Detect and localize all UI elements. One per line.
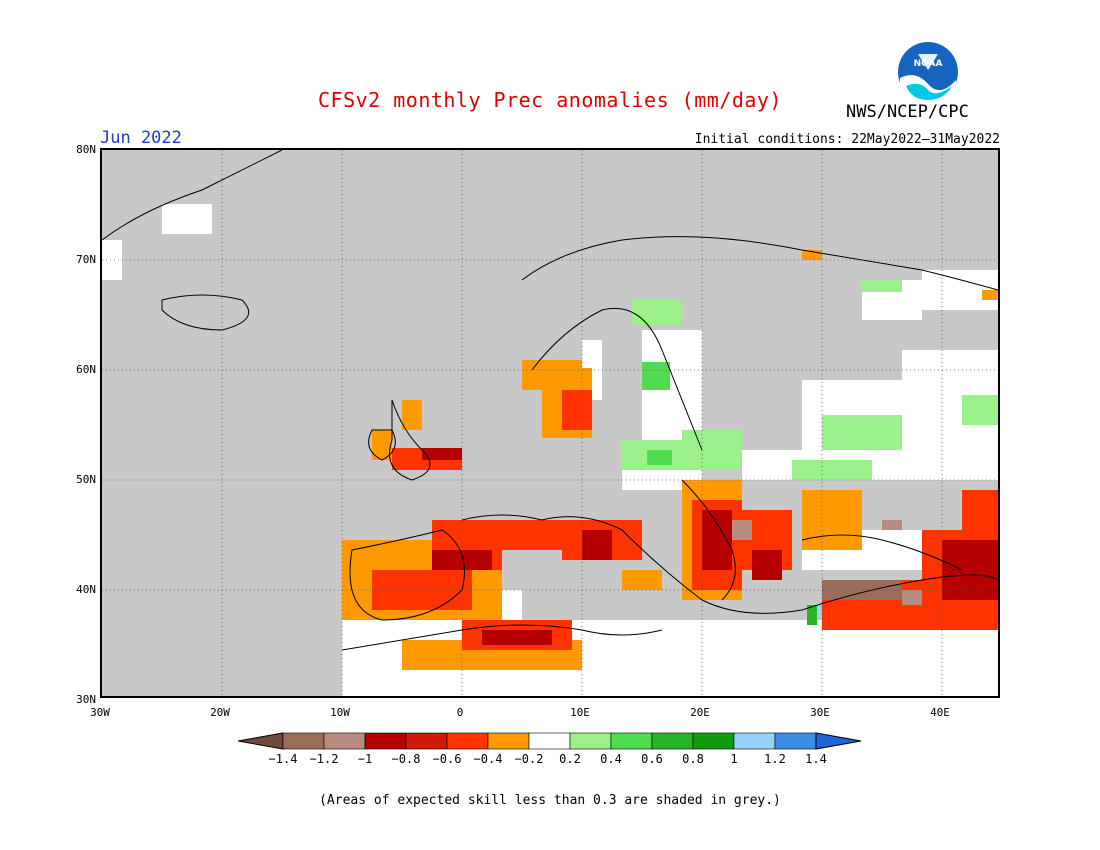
map-panel	[100, 148, 1000, 698]
colorbar-swatch	[487, 732, 530, 750]
colorbar-tick-label: −1	[357, 752, 373, 766]
colorbar	[237, 732, 862, 754]
colorbar-tick-label: 0.4	[600, 752, 622, 766]
noaa-logo-text: NOAA	[914, 59, 943, 69]
lat-label-80n: 80N	[76, 143, 96, 156]
colorbar-tick-label: −1.4	[268, 752, 298, 766]
lon-label-0: 0	[456, 706, 464, 719]
lat-label-60n: 60N	[76, 363, 96, 376]
colorbar-swatch	[364, 732, 407, 750]
colorbar-swatch	[446, 732, 489, 750]
lon-label-30w: 30W	[90, 706, 110, 719]
lon-label-10w: 10W	[330, 706, 350, 719]
skill-note: (Areas of expected skill less than 0.3 a…	[319, 793, 781, 808]
colorbar-tick-label: 1	[730, 752, 738, 766]
colorbar-tick-label: −0.4	[473, 752, 503, 766]
lon-label-30e: 30E	[810, 706, 830, 719]
lon-label-40e: 40E	[930, 706, 950, 719]
colorbar-swatch	[610, 732, 653, 750]
colorbar-tick-label: −1.2	[309, 752, 339, 766]
colorbar-swatch	[282, 732, 325, 750]
lon-label-10e: 10E	[570, 706, 590, 719]
colorbar-tick-label: −0.6	[432, 752, 462, 766]
chart-title: CFSv2 monthly Prec anomalies (mm/day)	[317, 88, 783, 112]
colorbar-swatch	[692, 732, 735, 750]
neutral-anomaly-areas	[102, 204, 998, 696]
colorbar-swatch	[528, 732, 571, 750]
graticule	[102, 150, 998, 696]
noaa-logo: NOAA	[896, 40, 960, 108]
lon-label-20w: 20W	[210, 706, 230, 719]
forecast-month: Jun 2022	[100, 128, 182, 148]
lat-label-30n: 30N	[76, 693, 96, 706]
colorbar-low-arrow	[237, 732, 284, 750]
colorbar-tick-label: 0.6	[641, 752, 663, 766]
colorbar-tick-label: −0.8	[391, 752, 421, 766]
lat-label-40n: 40N	[76, 583, 96, 596]
lat-label-70n: 70N	[76, 253, 96, 266]
colorbar-swatch	[733, 732, 776, 750]
colorbar-tick-label: 1.4	[805, 752, 827, 766]
colorbar-swatch	[569, 732, 612, 750]
agency-label: NWS/NCEP/CPC	[846, 102, 969, 122]
colorbar-swatch	[651, 732, 694, 750]
colorbar-swatches	[237, 732, 862, 750]
initial-conditions: Initial conditions: 22May2022–31May2022	[694, 132, 1000, 147]
colorbar-tick-label: 0.2	[559, 752, 581, 766]
colorbar-swatch	[405, 732, 448, 750]
colorbar-high-arrow	[815, 732, 862, 750]
colorbar-swatch	[323, 732, 366, 750]
lat-label-50n: 50N	[76, 473, 96, 486]
anomaly-map	[102, 150, 998, 696]
colorbar-tick-label: 1.2	[764, 752, 786, 766]
lon-label-20e: 20E	[690, 706, 710, 719]
colorbar-swatch	[774, 732, 817, 750]
colorbar-tick-label: −0.2	[514, 752, 544, 766]
coastlines	[102, 150, 998, 651]
colorbar-tick-label: 0.8	[682, 752, 704, 766]
